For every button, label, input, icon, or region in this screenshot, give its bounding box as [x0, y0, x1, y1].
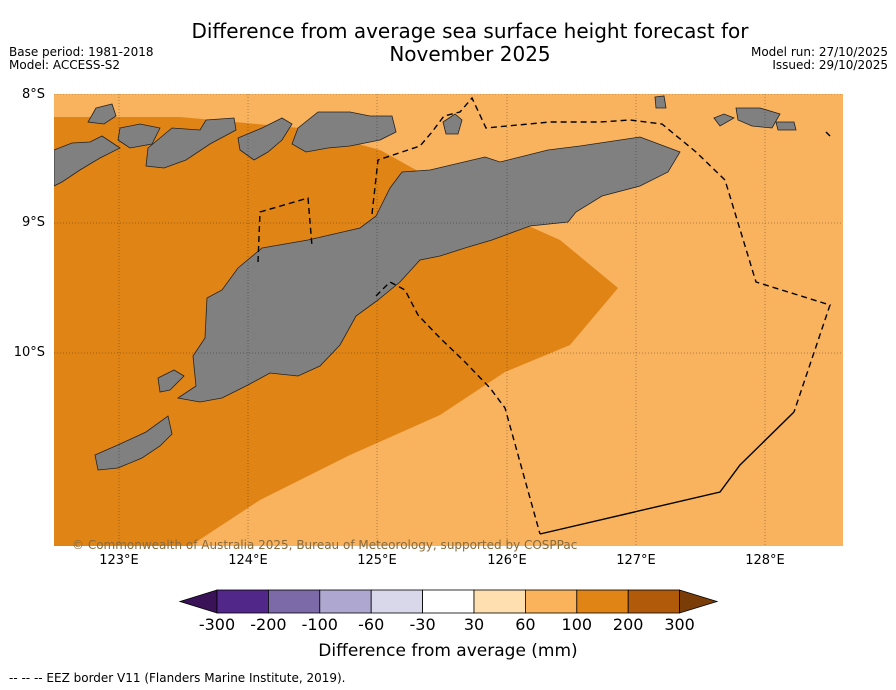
- lon-label-125e: 125°E: [357, 553, 397, 568]
- lakor-island: [775, 121, 797, 131]
- model-name: Model: ACCESS-S2: [9, 58, 121, 72]
- leti-island: [713, 113, 735, 127]
- solor-island: [117, 123, 161, 149]
- issued-date: Issued: 29/10/2025: [772, 58, 888, 72]
- chart-title: Difference from average sea surface heig…: [170, 20, 770, 66]
- romang-island: [654, 95, 667, 109]
- lembata-island: [145, 117, 237, 169]
- colorbar-tick-label: 60: [515, 615, 536, 634]
- title-line-2: November 2025: [389, 42, 551, 66]
- colorbar-cell: [319, 589, 372, 614]
- title-line-1: Difference from average sea surface heig…: [191, 19, 749, 43]
- eez-border-solid: [539, 411, 795, 535]
- colorbar-tick-label: 30: [463, 615, 485, 634]
- colorbar: [178, 589, 719, 614]
- alor-island: [237, 117, 293, 161]
- colorbar-cell: [216, 589, 269, 614]
- model-run: Model run: 27/10/2025: [750, 45, 888, 59]
- colorbar-tick-label: -300: [198, 615, 236, 634]
- lat-label-10s: 10°S: [13, 345, 45, 360]
- colorbar-cell: [267, 589, 321, 614]
- semau-island: [94, 415, 173, 471]
- moa-island: [735, 107, 781, 129]
- colorbar-cell: [422, 589, 475, 614]
- colorbar-tick-label: -60: [358, 615, 385, 634]
- colorbar-cell: [627, 589, 681, 614]
- colorbar-cell: [370, 589, 424, 614]
- lon-label-123e: 123°E: [99, 553, 139, 568]
- eez-footnote: -- -- -- EEZ border V11 (Flanders Marine…: [9, 671, 346, 685]
- lon-label-128e: 128°E: [745, 553, 785, 568]
- atauro-island: [87, 103, 117, 125]
- colorbar-tick-label: -100: [301, 615, 338, 634]
- colorbar-label: Difference from average (mm): [318, 641, 578, 661]
- kisar-island: [442, 113, 463, 135]
- lon-label-124e: 124°E: [228, 553, 268, 568]
- lat-label-9s: 9°S: [21, 215, 45, 230]
- colorbar-tick-label: 200: [612, 615, 644, 634]
- meta-right: Model run: 27/10/2025 Issued: 29/10/2025: [751, 46, 888, 72]
- rote-island: [157, 369, 185, 393]
- lon-label-127e: 127°E: [616, 553, 656, 568]
- base-period: Base period: 1981-2018: [9, 45, 154, 59]
- eez-border: [257, 96, 831, 535]
- colorbar-cell: [473, 589, 526, 614]
- copyright-notice: © Commonwealth of Australia 2025, Bureau…: [72, 538, 578, 552]
- flores-island: [54, 135, 121, 187]
- lat-label-8s: 8°S: [21, 87, 45, 102]
- colorbar-extend-low: [178, 589, 218, 614]
- colorbar-tick-label: -200: [250, 615, 287, 634]
- colorbar-tick-label: -30: [409, 615, 436, 634]
- land: [54, 95, 797, 471]
- graticule: [54, 94, 843, 546]
- colorbar-cell: [576, 589, 629, 614]
- colorbar-cell: [525, 589, 578, 614]
- wetar-island: [291, 111, 397, 153]
- colorbar-tick-label: 300: [664, 615, 695, 634]
- colorbar-tick-label: 100: [561, 615, 593, 634]
- lon-label-126e: 126°E: [487, 553, 527, 568]
- colorbar-extend-high: [679, 589, 719, 614]
- meta-left: Base period: 1981-2018 Model: ACCESS-S2: [9, 46, 154, 72]
